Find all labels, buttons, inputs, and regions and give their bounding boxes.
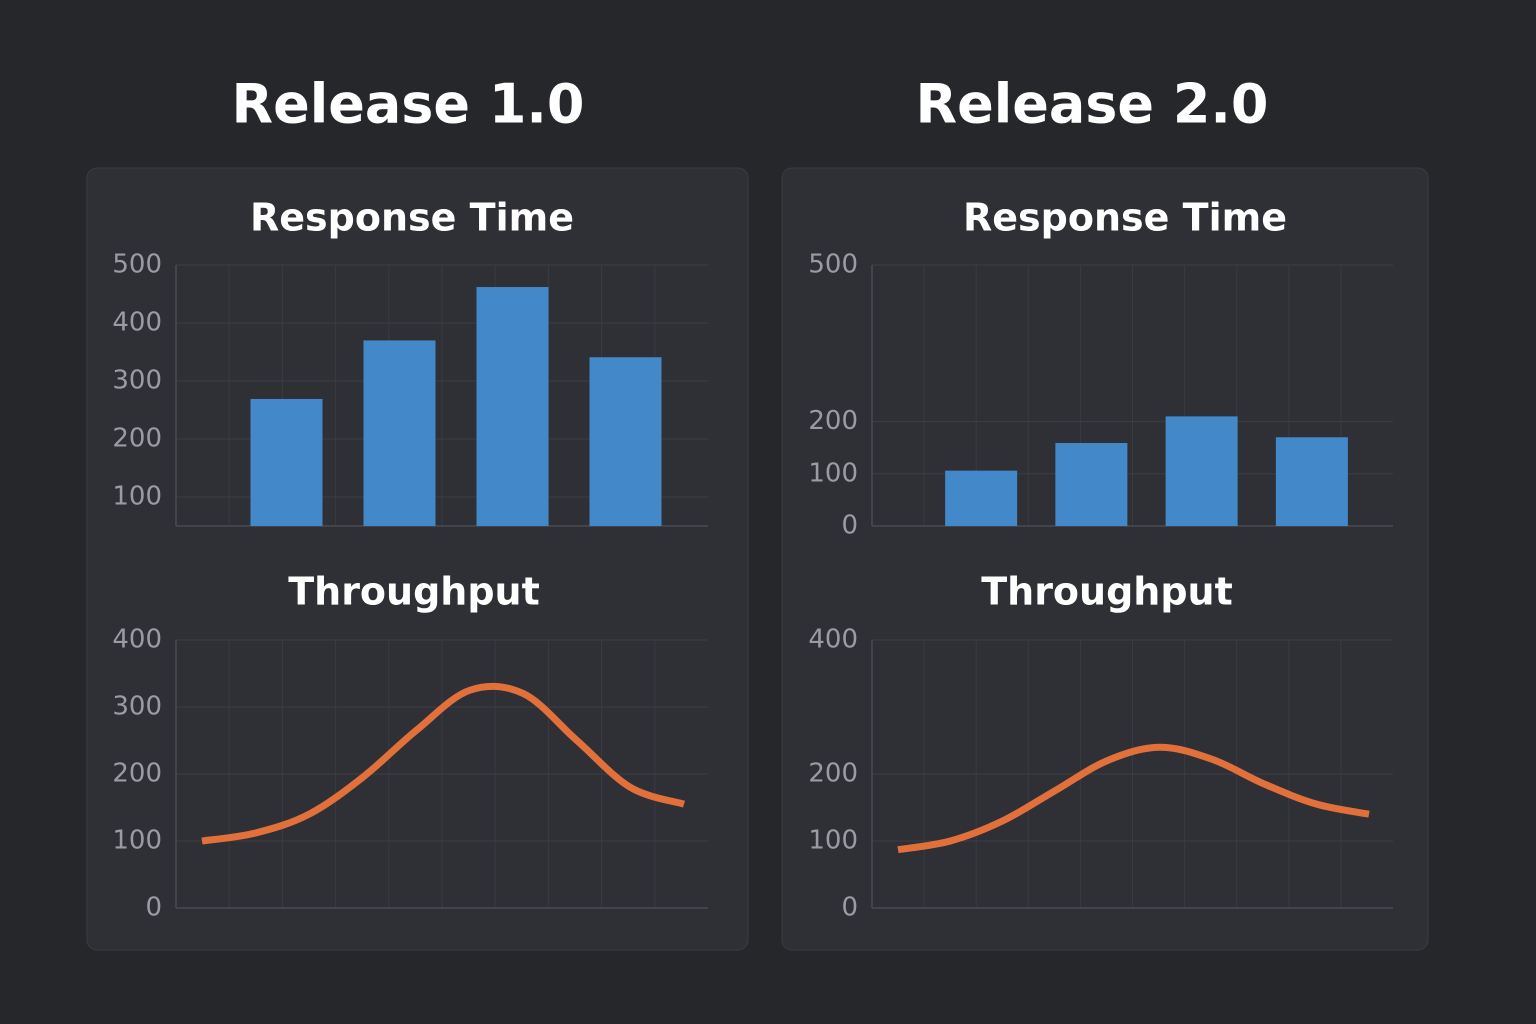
y-tick-label: 0 [145,893,162,923]
panel-title: Release 2.0 [915,73,1268,136]
y-tick-label: 100 [112,482,162,512]
y-tick-label: 100 [112,826,162,856]
y-tick-label: 200 [808,759,858,789]
bar [250,398,323,526]
panel [781,167,1429,951]
y-tick-label: 300 [112,692,162,722]
y-tick-label: 400 [112,625,162,655]
y-tick-label: 500 [112,250,162,280]
chart-title: Response Time [250,196,574,240]
y-tick-label: 0 [841,893,858,923]
y-tick-label: 300 [112,366,162,396]
y-tick-label: 400 [808,625,858,655]
chart-title: Response Time [963,196,1287,240]
y-tick-label: 200 [808,406,858,436]
y-tick-label: 100 [808,826,858,856]
y-tick-label: 400 [112,308,162,338]
y-tick-label: 200 [112,759,162,789]
y-tick-label: 0 [841,511,858,541]
bar [1275,437,1348,526]
panel [86,167,749,951]
y-tick-label: 100 [808,458,858,488]
line [897,743,1370,854]
panel-title: Release 1.0 [231,73,584,136]
bar [363,340,436,526]
chart-title: Throughput [981,570,1233,614]
bar [1055,443,1128,526]
bar [1165,416,1238,526]
y-tick-label: 200 [112,424,162,454]
bar [589,357,662,526]
y-tick-label: 500 [808,250,858,280]
line [201,682,686,845]
bar [476,287,549,526]
chart-title: Throughput [288,570,540,614]
bar [945,470,1018,526]
